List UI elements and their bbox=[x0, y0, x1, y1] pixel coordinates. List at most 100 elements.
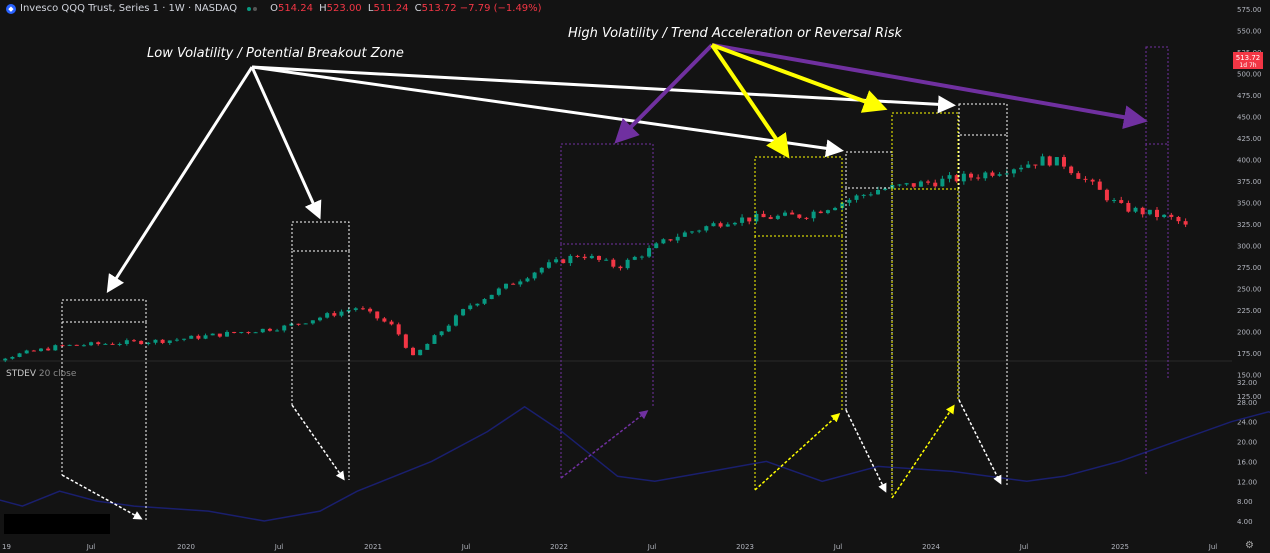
candle-body bbox=[139, 340, 144, 345]
candle-body bbox=[332, 313, 337, 316]
high-vol-arrow bbox=[711, 43, 1148, 130]
candle-body bbox=[253, 332, 258, 334]
candle-body bbox=[260, 328, 265, 333]
low-vol-arrow bbox=[251, 65, 956, 114]
time-axis: 19 Jul 2020 Jul 2021 Jul 2022 Jul 2023 Jul 2024 Jul… bbox=[2, 543, 1217, 551]
candle-body bbox=[375, 311, 380, 319]
high-vol-box-2024 bbox=[891, 112, 959, 190]
candle-body bbox=[604, 259, 609, 261]
candle-body bbox=[504, 283, 508, 289]
candle-body bbox=[1004, 173, 1009, 175]
low-vol-box-2024 bbox=[958, 103, 1008, 136]
candle-body bbox=[861, 194, 866, 196]
time-tick-label: Jul bbox=[86, 543, 96, 551]
price-axis: 575.00550.00525.00500.00475.00450.00425.… bbox=[1237, 6, 1262, 401]
candle-body bbox=[31, 350, 36, 352]
candle-body bbox=[532, 272, 537, 279]
settings-gear-icon[interactable]: ⚙ bbox=[1245, 540, 1254, 551]
price-tick-label: 550.00 bbox=[1237, 28, 1262, 36]
candle-body bbox=[618, 266, 623, 269]
candle-body bbox=[1033, 164, 1038, 166]
candles bbox=[3, 153, 1188, 363]
candle-body bbox=[403, 334, 408, 348]
stdev-tick-label: 12.00 bbox=[1237, 478, 1257, 486]
candle-body bbox=[1104, 189, 1109, 201]
candle-body bbox=[575, 255, 580, 257]
high-vol-arrow bbox=[711, 43, 888, 113]
time-tick-label: 2025 bbox=[1111, 543, 1129, 551]
candle-body bbox=[46, 348, 51, 351]
symbol-title[interactable]: Invesco QQQ Trust, Series 1 · 1W · NASDA… bbox=[20, 3, 238, 14]
candle-body bbox=[790, 212, 795, 215]
candle-body bbox=[883, 188, 888, 190]
candle-body bbox=[740, 217, 745, 223]
time-tick-label: 19 bbox=[2, 543, 11, 551]
candle-body bbox=[1090, 179, 1095, 182]
indicator-label[interactable]: STDEV 20 close bbox=[6, 369, 77, 379]
candle-body bbox=[318, 317, 322, 321]
candle-body bbox=[153, 339, 158, 343]
candle-body bbox=[654, 243, 659, 249]
price-tick-label: 500.00 bbox=[1237, 71, 1262, 79]
candle-body bbox=[833, 207, 838, 211]
candle-body bbox=[432, 335, 437, 344]
candle-body bbox=[725, 224, 730, 227]
candle-body bbox=[468, 305, 473, 310]
candle-body bbox=[854, 195, 859, 200]
candle-body bbox=[1112, 200, 1117, 202]
candle-body bbox=[961, 173, 966, 182]
price-tick-label: 125.00 bbox=[1237, 393, 1262, 401]
candle-body bbox=[589, 255, 594, 259]
candle-body bbox=[783, 212, 787, 216]
stdev-tick-label: 24.00 bbox=[1237, 419, 1257, 427]
price-tick-label: 575.00 bbox=[1237, 6, 1262, 14]
candle-body bbox=[282, 325, 287, 331]
candle-body bbox=[96, 342, 101, 345]
price-tick-label: 375.00 bbox=[1237, 178, 1262, 186]
candle-body bbox=[976, 177, 981, 179]
candle-body bbox=[668, 239, 673, 241]
candle-body bbox=[997, 174, 1002, 176]
ohlc-values: O514.24 H523.00 L511.24 C513.72 −7.79 (−… bbox=[270, 3, 542, 14]
candle-body bbox=[561, 259, 566, 264]
candle-body bbox=[1054, 157, 1059, 166]
candle-body bbox=[225, 331, 229, 337]
candle-body bbox=[203, 335, 208, 339]
low-vol-box-2023 bbox=[845, 151, 893, 189]
candle-body bbox=[897, 184, 902, 186]
market-status-dots[interactable] bbox=[247, 6, 258, 11]
high-vol-annotation: High Volatility / Trend Acceleration or … bbox=[568, 26, 902, 41]
candle-body bbox=[868, 194, 873, 196]
time-tick-label: 2020 bbox=[177, 543, 195, 551]
candle-body bbox=[818, 211, 823, 214]
price-tick-label: 275.00 bbox=[1237, 264, 1262, 272]
low-vol-arrow bbox=[250, 66, 322, 220]
candle-body bbox=[24, 350, 29, 354]
candle-body bbox=[926, 181, 931, 183]
candle-body bbox=[625, 259, 630, 269]
candle-body bbox=[876, 189, 880, 195]
candle-body bbox=[210, 333, 215, 336]
last-price: 513.72 bbox=[1236, 54, 1261, 62]
candle-body bbox=[74, 344, 79, 346]
candle-body bbox=[1026, 164, 1031, 168]
candle-body bbox=[196, 335, 201, 339]
candle-body bbox=[647, 248, 652, 257]
time-tick-label: 2024 bbox=[922, 543, 940, 551]
candle-body bbox=[81, 345, 86, 347]
candle-body bbox=[1047, 156, 1052, 166]
dashed-arrow bbox=[754, 412, 841, 491]
last-price-badge-bg bbox=[1233, 52, 1263, 69]
candle-body bbox=[582, 256, 587, 259]
candle-body bbox=[511, 283, 516, 285]
candle-body bbox=[67, 344, 72, 346]
candle-body bbox=[475, 303, 480, 306]
candle-body bbox=[911, 183, 916, 187]
time-tick-label: Jul bbox=[461, 543, 471, 551]
candle-body bbox=[453, 315, 458, 326]
redacted-box bbox=[4, 514, 110, 534]
dashed-arrow bbox=[958, 399, 1002, 485]
